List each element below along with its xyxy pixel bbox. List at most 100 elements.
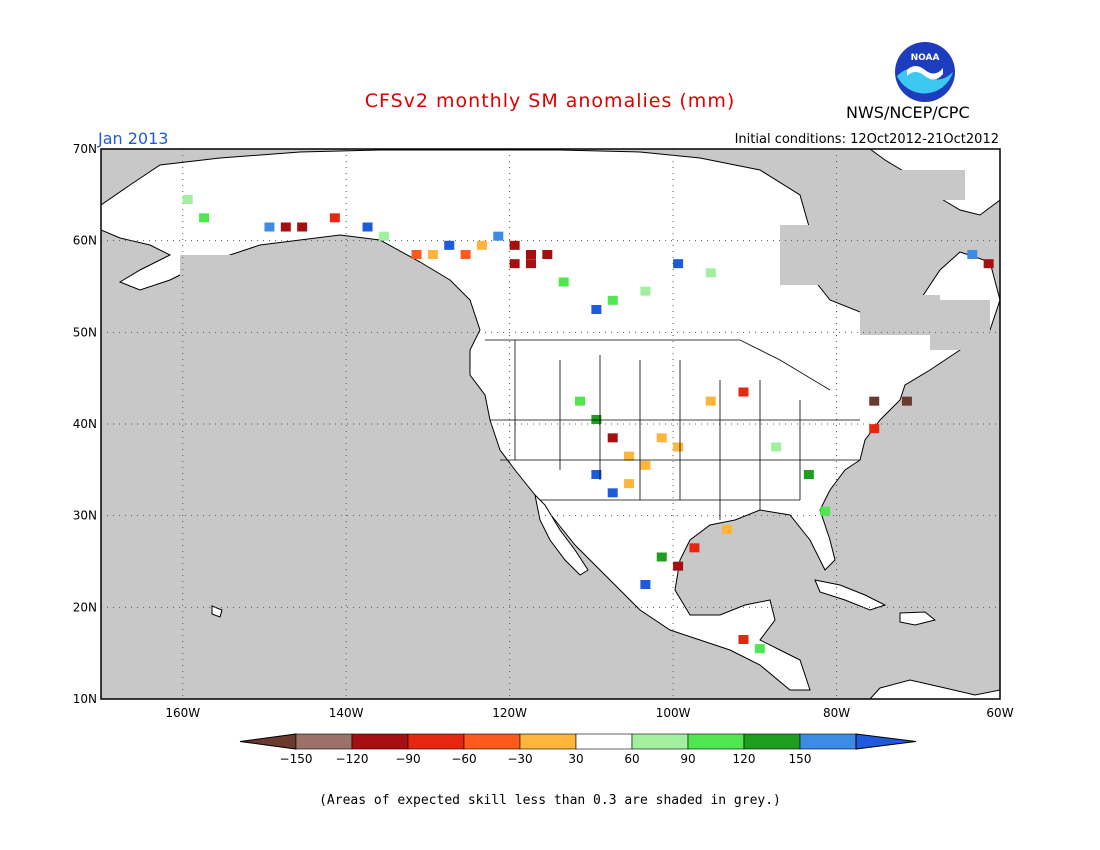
anomaly-cell — [558, 277, 569, 287]
lat-label: 30N — [73, 509, 97, 523]
agency-label: NWS/NCEP/CPC — [846, 103, 970, 122]
anomaly-cell — [199, 213, 210, 223]
anomaly-cell — [509, 240, 520, 250]
anomaly-cell — [182, 195, 193, 204]
anomaly-cell — [607, 295, 618, 305]
initial-conditions: Initial conditions: 12Oct2012-21Oct2012 — [734, 132, 999, 147]
colorbar-label: 150 — [789, 752, 812, 766]
low-skill-shading — [180, 170, 990, 350]
lon-label: 160W — [165, 706, 200, 720]
land-baja — [534, 493, 589, 576]
anomaly-cell — [591, 415, 602, 424]
anomaly-cell — [803, 470, 814, 479]
anomaly-cell — [444, 240, 455, 250]
colorbar-label: −30 — [507, 752, 532, 766]
anomaly-cell — [591, 470, 602, 479]
colorbar-segment — [407, 733, 465, 750]
latitude-labels: 70N 60N 50N 40N 30N 20N 10N — [73, 142, 97, 706]
logo-text: NOAA — [911, 53, 940, 63]
lat-label: 60N — [73, 234, 97, 248]
lon-label: 80W — [823, 706, 850, 720]
anomaly-cell — [869, 424, 880, 434]
anomaly-cell — [542, 250, 553, 259]
colorbar-high-arrow — [855, 733, 917, 750]
anomaly-cell — [722, 525, 733, 534]
colorbar-label: −60 — [451, 752, 476, 766]
anomaly-cell — [705, 396, 716, 406]
state-boundaries — [485, 339, 860, 520]
colorbar-low-arrow — [239, 733, 297, 750]
anomaly-cell — [705, 268, 716, 278]
colorbar-segment — [631, 733, 689, 750]
colorbar-segment — [799, 733, 857, 750]
colorbar-segment — [743, 733, 801, 750]
anomaly-cell — [591, 305, 602, 314]
lon-label: 100W — [656, 706, 691, 720]
anomaly-cell — [427, 250, 438, 259]
colorbar-segment — [463, 733, 521, 750]
anomaly-cell — [362, 222, 373, 232]
land-south-america — [869, 679, 1000, 699]
anomaly-cell — [673, 561, 684, 571]
anomaly-cell — [525, 250, 536, 259]
colorbar-segment — [575, 733, 633, 750]
skill-footnote: (Areas of expected skill less than 0.3 a… — [319, 793, 781, 808]
colorbar-label: 120 — [733, 752, 756, 766]
lon-label: 60W — [986, 706, 1013, 720]
colorbar-segment — [519, 733, 577, 750]
anomaly-cell — [640, 580, 651, 589]
anomaly-cell — [656, 433, 667, 443]
anomaly-cell — [460, 250, 471, 259]
anomaly-cells — [182, 195, 994, 654]
anomaly-cell — [493, 231, 504, 241]
anomaly-cell — [771, 442, 782, 452]
anomaly-cell — [820, 506, 831, 516]
lat-label: 70N — [73, 142, 97, 156]
anomaly-cell — [525, 259, 536, 269]
colorbar-label: −120 — [336, 752, 369, 766]
anomaly-cell — [280, 222, 291, 232]
anomaly-cell — [673, 442, 684, 452]
anomaly-cell — [640, 286, 651, 296]
anomaly-cell — [967, 250, 978, 259]
anomaly-cell — [738, 387, 749, 397]
anomaly-cell — [738, 635, 749, 644]
anomaly-cell — [509, 259, 520, 269]
anomaly-cell — [689, 543, 700, 553]
colorbar-label: 90 — [680, 752, 695, 766]
anomaly-cell — [640, 460, 651, 470]
anomaly-cell — [264, 222, 275, 232]
noaa-logo-icon: NOAA — [895, 42, 955, 102]
anomaly-cell — [983, 259, 994, 269]
anomaly-cell — [673, 259, 684, 269]
anomaly-cell — [378, 231, 389, 241]
land-cuba — [814, 579, 887, 611]
anomaly-cell — [329, 213, 340, 223]
lon-label: 120W — [492, 706, 527, 720]
valid-month: Jan 2013 — [98, 129, 169, 148]
colorbar-label: 60 — [624, 752, 639, 766]
land-hawaii — [211, 605, 223, 618]
lat-label: 50N — [73, 325, 97, 339]
colorbar-label: −150 — [280, 752, 313, 766]
colorbar-segment — [295, 733, 353, 750]
colorbar — [239, 733, 917, 750]
longitude-labels: 160W 140W 120W 100W 80W 60W — [165, 706, 1013, 720]
anomaly-cell — [624, 451, 635, 461]
colorbar-segment — [687, 733, 745, 750]
anomaly-cell — [575, 396, 586, 406]
anomaly-cell — [476, 240, 487, 250]
anomaly-cell — [607, 488, 618, 498]
map-title: CFSv2 monthly SM anomalies (mm) — [364, 90, 736, 112]
anomaly-cell — [901, 396, 912, 406]
lon-label: 140W — [329, 706, 364, 720]
lat-label: 10N — [73, 692, 97, 706]
anomaly-cell — [656, 552, 667, 562]
anomaly-cell — [624, 479, 635, 489]
anomaly-cell — [297, 222, 308, 232]
anomaly-cell — [607, 433, 618, 443]
map-frame — [100, 148, 1001, 700]
anomaly-cell — [754, 644, 765, 654]
colorbar-labels: −150 −120 −90 −60 −30 30 60 90 120 150 — [280, 752, 812, 766]
